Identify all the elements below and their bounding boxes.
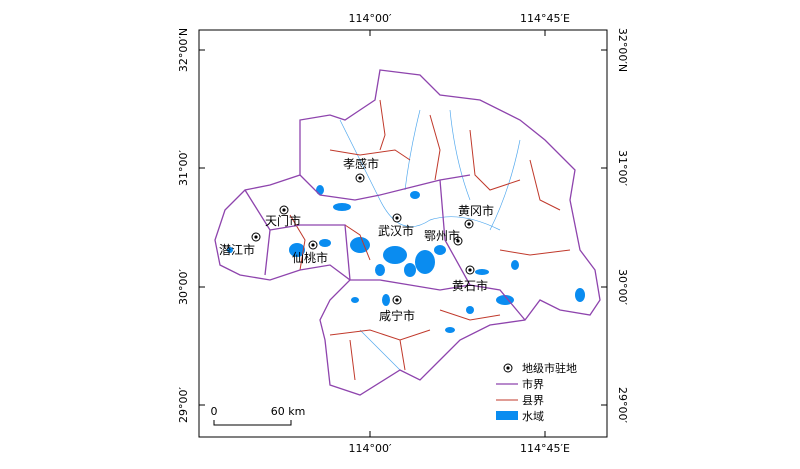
lat-label: 31°00′ xyxy=(177,150,190,186)
city-label: 黄冈市 xyxy=(458,203,494,218)
lat-label: 31°00′ xyxy=(616,150,629,186)
map-frame xyxy=(198,29,608,438)
county-boundary xyxy=(289,99,571,381)
legend-label: 地级市驻地 xyxy=(522,361,577,375)
city-label: 孝感市 xyxy=(343,156,379,171)
lon-label: 114°45′E xyxy=(520,12,570,25)
city-label: 黄石市 xyxy=(452,278,488,293)
lat-label: 32°00′N xyxy=(616,28,629,72)
lat-label: 32°00′N xyxy=(177,28,190,72)
city-seat xyxy=(392,213,402,223)
lat-label: 29°00′ xyxy=(177,387,190,423)
city-seat xyxy=(464,219,474,229)
rivers xyxy=(339,109,521,371)
frame-ticks xyxy=(199,30,607,437)
city-label: 咸宁市 xyxy=(379,308,415,323)
lon-label: 114°00′ xyxy=(349,12,392,25)
city-label: 仙桃市 xyxy=(292,250,328,265)
lon-label: 114°45′E xyxy=(520,442,570,455)
city-seat xyxy=(392,295,402,305)
scale-label: 0 xyxy=(211,405,218,418)
city-seat xyxy=(308,240,318,250)
lat-label: 30°00′ xyxy=(177,269,190,305)
city-label: 武汉市 xyxy=(378,223,414,238)
lat-label: 29°00′ xyxy=(616,387,629,423)
city-label: 天门市 xyxy=(265,213,301,228)
city-seat xyxy=(251,232,261,242)
legend-label: 市界 xyxy=(522,377,544,391)
city-seat xyxy=(355,173,365,183)
lon-label: 114°00′ xyxy=(349,442,392,455)
scale-bar: 0 60 km xyxy=(211,405,306,426)
water xyxy=(227,185,585,333)
scale-label: 60 km xyxy=(271,405,306,418)
legend-label: 水域 xyxy=(522,410,544,423)
city-seat xyxy=(453,236,463,246)
city-seat xyxy=(279,205,289,215)
legend-label: 县界 xyxy=(522,394,544,407)
city-boundary xyxy=(214,69,601,396)
city-seat xyxy=(465,265,475,275)
city-label: 潜江市 xyxy=(219,242,255,257)
lat-label: 30°00′ xyxy=(616,269,629,305)
legend: 地级市驻地 市界 县界 水域 xyxy=(496,361,577,423)
city-label: 鄂州市 xyxy=(424,228,460,243)
